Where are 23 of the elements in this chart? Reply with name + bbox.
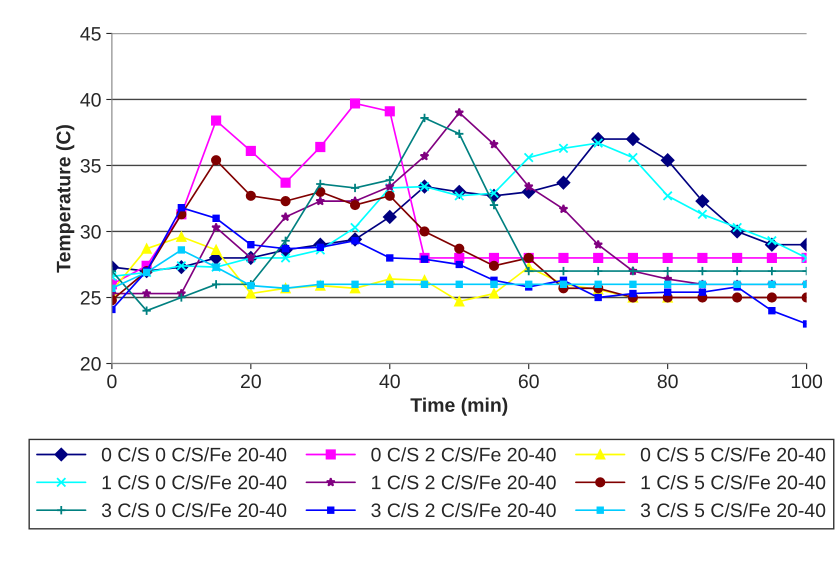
legend-label: 3 C/S 2 C/S/Fe 20-40 — [371, 502, 556, 518]
legend-label: 1 C/S 5 C/S/Fe 20-40 — [642, 475, 826, 490]
x-tick-label: 100 — [792, 374, 822, 388]
legend-label: 0 C/S 2 C/S/Fe 20-40 — [371, 447, 556, 462]
legend-label: 1 C/S 0 C/S/Fe 20-40 — [102, 475, 286, 490]
legend-label: 0 C/S 0 C/S/Fe 20-40 — [102, 447, 286, 462]
y-tick-label: 35 — [80, 158, 101, 173]
legend-label: 3 C/S 0 C/S/Fe 20-40 — [102, 502, 286, 518]
legend-label: 0 C/S 5 C/S/Fe 20-40 — [640, 447, 826, 462]
y-axis-title: Temperature (C) — [56, 125, 74, 273]
x-tick-label: 0 — [107, 374, 117, 388]
legend-label: 1 C/S 2 C/S/Fe 20-40 — [372, 475, 556, 490]
x-tick-label: 20 — [241, 374, 261, 388]
y-tick-label: 30 — [80, 224, 101, 239]
x-tick-label: 80 — [658, 374, 678, 388]
y-tick-label: 25 — [80, 290, 101, 305]
y-tick-label: 20 — [80, 356, 101, 371]
x-tick-label: 40 — [379, 374, 400, 388]
legend-label: 3 C/S 5 C/S/Fe 20-40 — [640, 502, 826, 518]
x-axis-title: Time (min) — [410, 398, 508, 416]
x-tick-label: 60 — [518, 374, 539, 388]
y-tick-label: 45 — [80, 27, 101, 41]
y-tick-label: 40 — [80, 92, 101, 107]
